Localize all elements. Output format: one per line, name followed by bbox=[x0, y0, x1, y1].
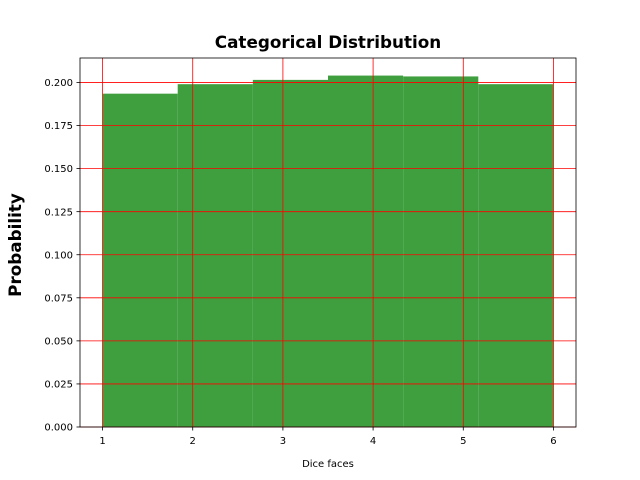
y-axis-label: Probability bbox=[5, 193, 25, 297]
y-tick-label-4: 0.075 bbox=[44, 293, 73, 304]
y-tick-label-2: 0.025 bbox=[44, 380, 73, 391]
y-tick-label-8: 0.175 bbox=[44, 121, 73, 132]
y-tick-label-9: 0.200 bbox=[44, 78, 73, 89]
bar-5 bbox=[403, 76, 479, 427]
y-tick-label-7: 0.150 bbox=[44, 164, 73, 175]
x-axis-label: Dice faces bbox=[302, 459, 354, 470]
x-tick-label-5: 5 bbox=[460, 436, 466, 447]
y-ticks: 0.000 0.025 0.050 0.075 0.100 0.125 0.150 0.175… bbox=[44, 78, 80, 434]
y-tick-label-6: 0.125 bbox=[44, 207, 73, 218]
x-tick-label-4: 4 bbox=[370, 436, 376, 447]
x-ticks: 1 2 3 4 5 6 bbox=[99, 427, 557, 447]
bar-2 bbox=[177, 84, 253, 427]
x-tick-label-6: 6 bbox=[550, 436, 556, 447]
x-tick-label-1: 1 bbox=[99, 436, 105, 447]
chart-title: Categorical Distribution bbox=[215, 32, 441, 52]
bar-4 bbox=[328, 75, 404, 428]
grid bbox=[80, 58, 576, 428]
x-tick-label-3: 3 bbox=[280, 436, 286, 447]
y-tick-label-1: 0.000 bbox=[44, 423, 73, 434]
bar-3 bbox=[252, 79, 328, 428]
bar-6 bbox=[478, 84, 554, 427]
axes-frame bbox=[79, 57, 577, 428]
x-tick-label-2: 2 bbox=[190, 436, 196, 447]
bar-1 bbox=[102, 93, 178, 427]
y-tick-label-3: 0.050 bbox=[44, 336, 73, 347]
y-tick-label-5: 0.100 bbox=[44, 250, 73, 261]
bars bbox=[102, 75, 554, 428]
